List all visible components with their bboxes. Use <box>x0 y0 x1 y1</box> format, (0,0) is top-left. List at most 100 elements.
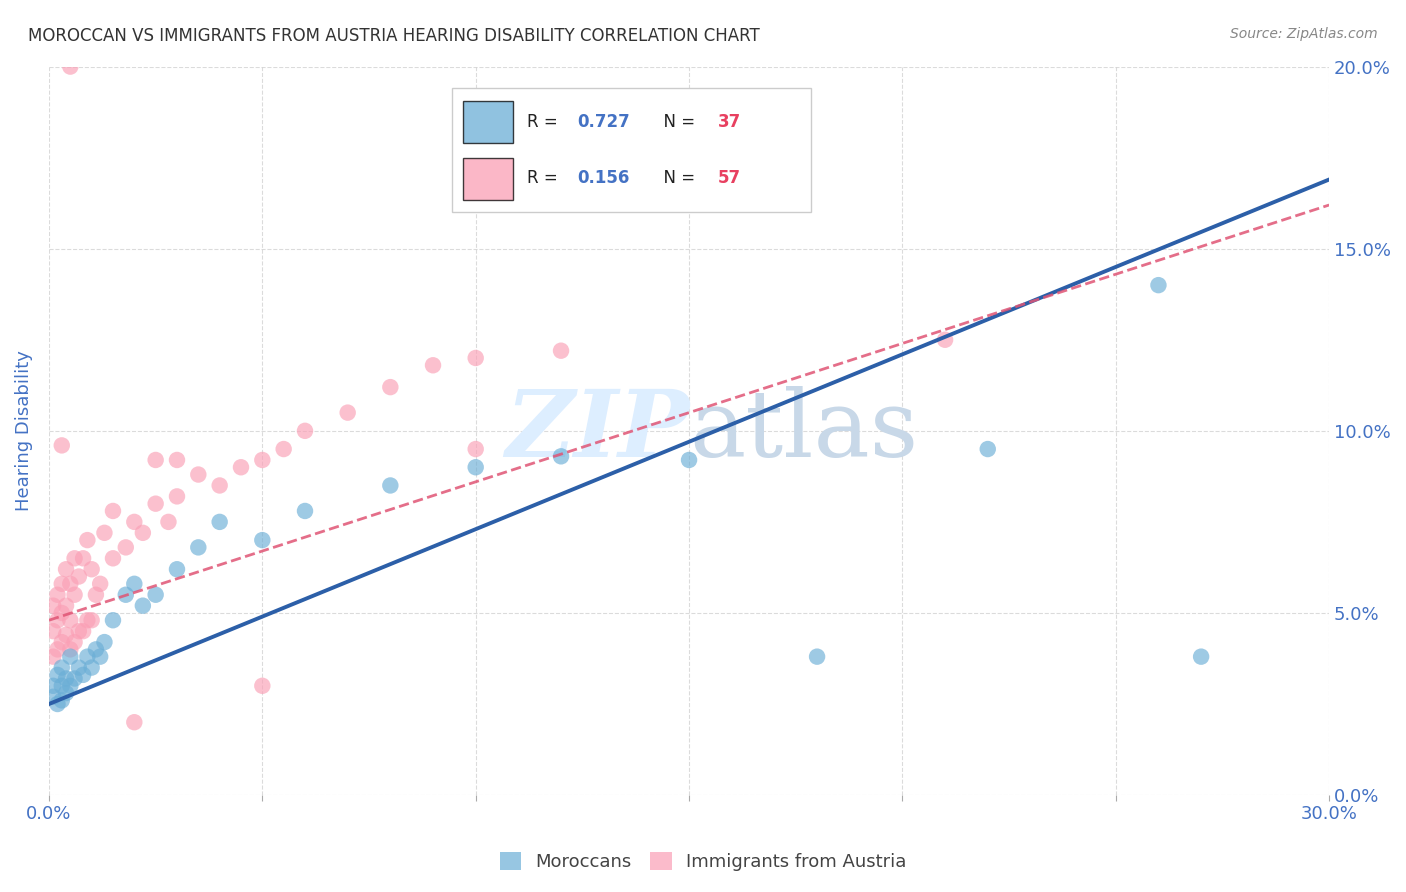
Text: atlas: atlas <box>689 386 918 475</box>
Point <box>132 599 155 613</box>
Point <box>93 525 115 540</box>
Point <box>84 588 107 602</box>
Point <box>59 642 82 657</box>
Point <box>76 533 98 547</box>
Point <box>464 442 486 456</box>
Point <box>67 660 90 674</box>
Point <box>63 551 86 566</box>
Point <box>59 679 82 693</box>
Point <box>55 599 77 613</box>
Point <box>63 672 86 686</box>
Point <box>46 613 69 627</box>
Point <box>1147 278 1170 293</box>
Point <box>124 576 146 591</box>
Point <box>114 588 136 602</box>
Point <box>124 515 146 529</box>
Point <box>59 649 82 664</box>
Point <box>72 624 94 639</box>
Point <box>55 628 77 642</box>
Point <box>63 635 86 649</box>
Point <box>145 453 167 467</box>
Point <box>187 541 209 555</box>
Point <box>51 635 73 649</box>
Point <box>51 679 73 693</box>
Point <box>59 576 82 591</box>
Point <box>67 569 90 583</box>
Point <box>93 635 115 649</box>
Point <box>46 642 69 657</box>
Point <box>422 358 444 372</box>
Point <box>67 624 90 639</box>
Point <box>42 679 65 693</box>
Point <box>166 453 188 467</box>
Point <box>977 442 1000 456</box>
Point <box>464 351 486 365</box>
Point <box>336 406 359 420</box>
Point <box>229 460 252 475</box>
Point <box>1189 649 1212 664</box>
Point <box>464 460 486 475</box>
Point <box>89 576 111 591</box>
Point <box>63 588 86 602</box>
Point <box>806 649 828 664</box>
Point <box>550 450 572 464</box>
Text: MOROCCAN VS IMMIGRANTS FROM AUSTRIA HEARING DISABILITY CORRELATION CHART: MOROCCAN VS IMMIGRANTS FROM AUSTRIA HEAR… <box>28 27 759 45</box>
Point <box>273 442 295 456</box>
Point <box>80 562 103 576</box>
Point <box>101 504 124 518</box>
Legend: Moroccans, Immigrants from Austria: Moroccans, Immigrants from Austria <box>492 845 914 879</box>
Point <box>46 588 69 602</box>
Point <box>42 624 65 639</box>
Point <box>51 576 73 591</box>
Text: Source: ZipAtlas.com: Source: ZipAtlas.com <box>1230 27 1378 41</box>
Point <box>55 562 77 576</box>
Point <box>380 478 402 492</box>
Point <box>51 606 73 620</box>
Point <box>51 438 73 452</box>
Point <box>76 613 98 627</box>
Point <box>550 343 572 358</box>
Point <box>80 613 103 627</box>
Point <box>934 333 956 347</box>
Point <box>678 453 700 467</box>
Point <box>72 668 94 682</box>
Point <box>89 649 111 664</box>
Point <box>51 660 73 674</box>
Point <box>84 642 107 657</box>
Point <box>380 380 402 394</box>
Point <box>76 649 98 664</box>
Point <box>145 497 167 511</box>
Point <box>59 60 82 74</box>
Point <box>55 672 77 686</box>
Point <box>166 562 188 576</box>
Point <box>101 551 124 566</box>
Point <box>46 668 69 682</box>
Text: ZIP: ZIP <box>505 386 689 475</box>
Point <box>101 613 124 627</box>
Point <box>72 551 94 566</box>
Point <box>42 599 65 613</box>
Point <box>145 588 167 602</box>
Point <box>59 613 82 627</box>
Point <box>124 715 146 730</box>
Point <box>208 515 231 529</box>
Point <box>252 453 274 467</box>
Point <box>294 504 316 518</box>
Point <box>51 693 73 707</box>
Point <box>252 679 274 693</box>
Point <box>763 95 786 110</box>
Y-axis label: Hearing Disability: Hearing Disability <box>15 351 32 511</box>
Point <box>80 660 103 674</box>
Point <box>252 533 274 547</box>
Point <box>42 649 65 664</box>
Point <box>166 489 188 503</box>
Point <box>157 515 180 529</box>
Point <box>55 686 77 700</box>
Point <box>46 697 69 711</box>
Point <box>132 525 155 540</box>
Point <box>208 478 231 492</box>
Point <box>114 541 136 555</box>
Point <box>42 690 65 704</box>
Point <box>294 424 316 438</box>
Point <box>187 467 209 482</box>
